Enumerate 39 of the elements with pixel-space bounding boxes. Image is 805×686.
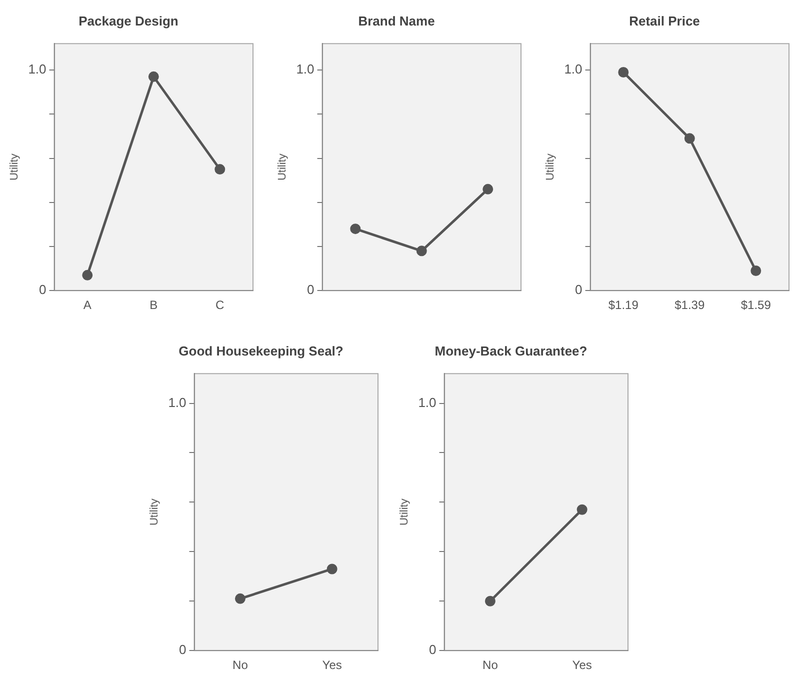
point — [482, 184, 494, 194]
x-tick-label: $1.59 — [740, 298, 772, 312]
y-tick-label: 0 — [575, 282, 582, 298]
x-tick-label: $1.19 — [608, 298, 639, 312]
y-axis-title: Utility — [148, 498, 161, 526]
chart-title: Retail Price — [629, 13, 700, 28]
x-tick-label: Yes — [322, 658, 342, 672]
y-tick-label: 0 — [429, 642, 436, 658]
point — [750, 266, 762, 276]
y-axis-title: Utility — [398, 498, 411, 526]
x-tick-label: C — [216, 298, 225, 312]
y-tick-label: 1.0 — [168, 394, 186, 410]
point — [684, 133, 695, 144]
y-tick-label: 1.0 — [28, 62, 46, 77]
y-tick-label: 1.0 — [418, 394, 436, 410]
y-tick-label: 0 — [39, 282, 46, 298]
point — [416, 246, 427, 256]
y-tick-label: 1.0 — [296, 62, 314, 77]
chart-title: Package Design — [78, 13, 178, 28]
y-axis-title: Utility — [276, 153, 289, 181]
point — [148, 71, 159, 82]
x-tick-label: Yes — [572, 658, 592, 672]
y-tick-label: 0 — [307, 282, 314, 298]
y-tick-label: 1.0 — [564, 62, 582, 77]
point — [214, 164, 226, 175]
chart-title: Good Housekeeping Seal? — [178, 343, 344, 358]
x-tick-label: B — [150, 298, 158, 312]
point — [82, 270, 93, 280]
y-axis-title: Utility — [544, 153, 557, 181]
x-tick-label: No — [482, 658, 498, 672]
point — [350, 224, 361, 234]
x-tick-label: $1.39 — [674, 298, 705, 312]
x-tick-label: No — [232, 658, 248, 672]
point — [618, 67, 629, 78]
chart-title: Brand Name — [358, 13, 435, 28]
x-tick-label: A — [83, 298, 92, 312]
y-axis-title: Utility — [8, 153, 21, 181]
y-tick-label: 0 — [179, 642, 186, 658]
chart-title: Money-Back Guarantee? — [434, 343, 588, 358]
